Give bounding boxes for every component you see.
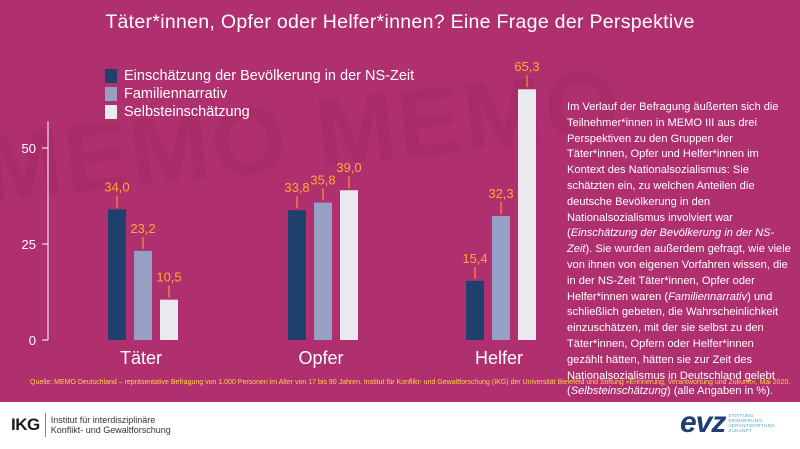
ikg-name-line-1: Institut für interdisziplinäre [50,414,156,425]
legend-item-bevoelkerung: Einschätzung der Bevölkerung in der NS-Z… [105,68,414,84]
bar-helfer-2 [492,215,510,340]
bar-täter-1 [108,209,126,340]
bar-helfer-1 [466,280,484,340]
evz-sub-3: VERANTWORTUNG [728,423,776,428]
value-label-täter-1: 34,0 [104,179,129,194]
bar-opfer-3 [340,190,358,340]
description-part-4: ) (alle Angaben in %). [666,385,773,398]
ikg-name: Institut für interdisziplinäre Konflikt-… [51,415,171,436]
ikg-name-line-2: Konflikt- und Gewaltforschung [50,425,171,435]
legend-item-selbsteinschaetzung: Selbsteinschätzung [105,104,250,120]
ikg-logo[interactable]: IKG Institut für interdisziplinäre Konfl… [11,413,171,437]
evz-sub-2: ERINNERUNG [728,417,763,423]
infographic-panel: MEMO MEMO Täter*innen, Opfer oder Helfer… [0,0,800,402]
y-tick-label-0: 0 [29,333,36,348]
legend-item-familiennarrativ: Familiennarrativ [105,86,227,102]
page-title: Täter*innen, Opfer oder Helfer*innen? Ei… [105,11,695,33]
y-tick-label-25: 25 [22,237,36,252]
category-label-opfer: Opfer [298,348,343,368]
evz-mark: evz [680,406,726,439]
description-part-1: Im Verlauf der Befragung äußerten sich d… [567,101,779,240]
value-label-opfer-3: 39,0 [336,160,361,175]
evz-logo[interactable]: evz STIFTUNG ERINNERUNG VERANTWORTUNG ZU… [680,406,775,440]
value-label-opfer-2: 35,8 [310,173,335,188]
source-note: Quelle: MEMO Deutschland – repräsentativ… [30,379,791,386]
category-label-täter: Täter [120,348,162,368]
value-label-täter-3: 10,5 [156,270,181,285]
legend-label-selbsteinschaetzung: Selbsteinschätzung [124,104,250,120]
footer: IKG Institut für interdisziplinäre Konfl… [0,402,800,449]
bar-opfer-1 [288,210,306,340]
evz-sub-1: STIFTUNG [728,412,754,418]
value-label-täter-2: 23,2 [130,221,155,236]
legend-label-bevoelkerung: Einschätzung der Bevölkerung in der NS-Z… [124,68,415,84]
value-label-helfer-3: 65,3 [514,59,539,74]
bar-opfer-2 [314,202,332,340]
description-emphasis-2: Familiennarrativ [668,290,748,303]
y-tick-label-50: 50 [22,141,36,156]
bar-täter-3 [160,299,178,340]
evz-subtitle: STIFTUNG ERINNERUNG VERANTWORTUNG ZUKUNF… [728,413,775,434]
description-part-2: ). Sie wurden außerdem gefragt, wie viel… [567,243,791,303]
evz-sub-4: ZUKUNFT [728,428,752,434]
bar-täter-2 [134,250,152,340]
bar-chart: 0 25 50 34,0 23,2 10,5 Täter 33,835,839,0 Opfer 1… [22,59,540,368]
legend-swatch-familiennarrativ [105,87,117,101]
bar-helfer-3 [518,89,536,340]
description-emphasis-3: Selbsteinschätzung [570,385,667,398]
description-part-3: ) und schließlich gebeten, die Wahrschei… [567,290,779,398]
description-emphasis-1: Einschätzung der Bevölkerung in der NS-Z… [567,227,775,256]
category-label-helfer: Helfer [475,348,523,368]
ikg-divider [44,413,46,437]
value-label-helfer-1: 15,4 [462,251,487,266]
legend-swatch-bevoelkerung [105,69,117,83]
description-text: Im Verlauf der Befragung äußerten sich d… [567,100,792,400]
value-label-opfer-1: 33,8 [284,180,309,195]
value-label-helfer-2: 32,3 [488,186,513,201]
legend-label-familiennarrativ: Familiennarrativ [124,86,228,102]
legend-swatch-selbsteinschaetzung [105,105,117,119]
ikg-mark: IKG [11,415,40,434]
